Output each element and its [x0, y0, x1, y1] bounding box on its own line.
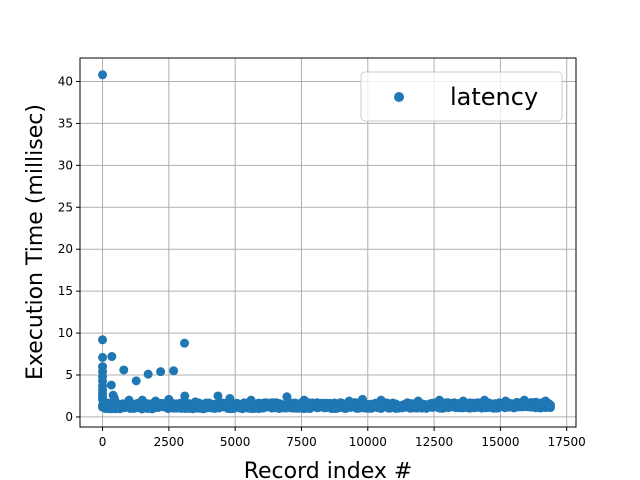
data-point	[119, 365, 129, 375]
y-tick-label: 20	[58, 242, 73, 256]
data-point	[98, 70, 108, 80]
x-axis-title: Record index #	[244, 459, 413, 480]
data-point	[344, 396, 354, 406]
data-point	[124, 395, 134, 405]
y-tick-label: 5	[65, 368, 73, 382]
data-point	[519, 395, 529, 405]
x-tick-label: 17500	[548, 435, 586, 449]
x-tick-label: 15000	[481, 435, 519, 449]
y-tick-label: 0	[65, 410, 73, 424]
legend-box	[360, 71, 563, 122]
x-axis-ticks: 0 2500 5000 7500 10000 12500 15000 17500	[99, 427, 586, 449]
data-point	[458, 396, 468, 406]
data-point	[299, 395, 309, 405]
data-point	[101, 399, 111, 409]
y-tick-label: 25	[58, 200, 73, 214]
data-point	[98, 352, 108, 362]
data-point	[501, 396, 511, 406]
y-axis-ticks: 0 5 10 15 20 25 30 35 40	[58, 74, 80, 424]
data-point	[213, 391, 223, 401]
data-point	[164, 394, 174, 404]
data-point	[357, 394, 367, 404]
data-point	[282, 392, 292, 402]
data-point	[109, 393, 119, 403]
y-tick-label: 35	[58, 116, 73, 130]
data-point	[479, 395, 489, 405]
data-point	[540, 396, 550, 406]
data-point	[137, 395, 147, 405]
data-point	[156, 367, 166, 377]
data-point	[169, 366, 179, 376]
x-tick-label: 0	[99, 435, 107, 449]
x-tick-label: 10000	[349, 435, 387, 449]
plot-frame	[79, 57, 577, 428]
data-point	[434, 395, 444, 405]
data-point	[98, 335, 108, 345]
data-point	[143, 369, 153, 379]
data-point	[413, 396, 423, 406]
legend-marker-latency	[394, 92, 404, 102]
legend-label-latency: latency	[450, 83, 538, 111]
y-axis-title: Execution Time (millisec)	[23, 104, 48, 380]
x-tick-label: 5000	[220, 435, 251, 449]
x-tick-label: 7500	[286, 435, 317, 449]
data-point	[225, 393, 235, 403]
series-latency-points	[98, 70, 555, 414]
x-tick-label: 2500	[154, 435, 185, 449]
data-point	[180, 338, 190, 348]
data-point	[106, 380, 116, 390]
data-point	[151, 396, 161, 406]
y-tick-label: 40	[58, 74, 73, 88]
y-tick-label: 15	[58, 284, 73, 298]
y-tick-label: 10	[58, 326, 73, 340]
data-point	[376, 395, 386, 405]
data-point	[131, 376, 141, 386]
data-point	[246, 395, 256, 405]
data-point	[190, 397, 200, 407]
y-tick-label: 30	[58, 158, 73, 172]
legend: latency	[360, 71, 563, 122]
x-tick-label: 12500	[415, 435, 453, 449]
data-point	[107, 352, 117, 362]
data-point	[180, 391, 190, 401]
